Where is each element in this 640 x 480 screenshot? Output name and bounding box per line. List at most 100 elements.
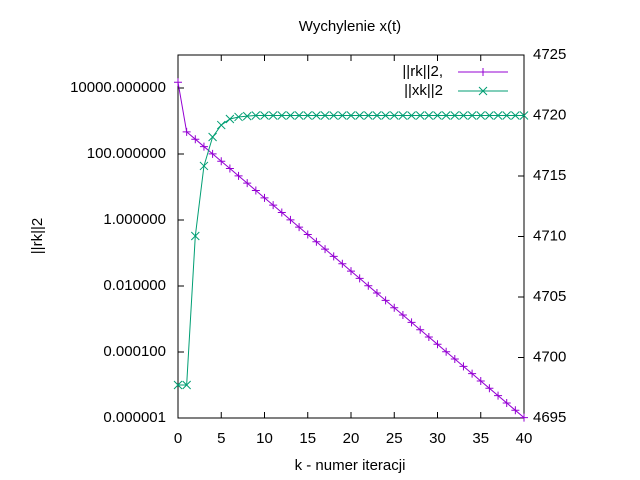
data-point xyxy=(269,201,278,210)
data-point xyxy=(260,111,269,120)
series-line xyxy=(178,115,524,386)
data-point xyxy=(286,111,295,120)
data-point xyxy=(442,347,451,356)
data-point xyxy=(234,112,243,122)
y-tick-label: 10000.000000 xyxy=(70,79,166,96)
data-point xyxy=(485,111,494,120)
x-tick-label: 30 xyxy=(429,430,446,447)
data-point xyxy=(277,208,286,217)
data-point xyxy=(312,237,321,246)
plot-frame xyxy=(177,54,525,419)
data-point xyxy=(407,111,416,120)
y2-tick-label: 4720 xyxy=(533,106,566,123)
data-point xyxy=(502,111,512,120)
data-point xyxy=(441,111,451,120)
data-point xyxy=(398,111,408,120)
data-point xyxy=(182,127,191,136)
data-point xyxy=(407,318,416,327)
y-tick-label: 1.000000 xyxy=(103,211,166,228)
data-point xyxy=(243,179,252,188)
data-point xyxy=(174,78,182,87)
legend-marker xyxy=(479,68,487,76)
data-point xyxy=(312,111,321,120)
y2-tick-label: 4705 xyxy=(533,288,566,305)
y-tick-label: 100.000000 xyxy=(87,145,166,162)
data-point xyxy=(329,111,339,120)
data-point xyxy=(511,406,520,415)
data-point xyxy=(416,325,425,334)
data-point xyxy=(294,111,304,120)
data-point xyxy=(173,380,183,390)
data-point xyxy=(234,171,243,180)
data-point xyxy=(459,111,468,120)
y2-tick-label: 4700 xyxy=(533,348,566,365)
x-tick-label: 35 xyxy=(472,430,489,447)
data-point xyxy=(208,149,217,158)
data-point xyxy=(277,111,287,120)
x-axis-label: k - numer iteracji xyxy=(295,457,406,474)
data-point xyxy=(260,193,269,202)
data-point xyxy=(251,186,260,195)
data-point xyxy=(424,333,433,342)
data-point xyxy=(199,142,208,151)
y-tick-label: 0.000001 xyxy=(103,409,166,426)
data-point xyxy=(398,311,407,320)
data-point xyxy=(242,111,252,121)
x-tick-label: 20 xyxy=(343,430,360,447)
data-point xyxy=(347,267,355,276)
data-point xyxy=(433,340,442,349)
data-point xyxy=(510,111,520,120)
data-point xyxy=(493,111,503,120)
data-point xyxy=(191,135,200,144)
series-line xyxy=(177,82,525,418)
data-point xyxy=(520,413,528,422)
y-tick-label: 0.010000 xyxy=(103,277,166,294)
data-point xyxy=(190,231,200,241)
data-point xyxy=(433,111,442,120)
data-point xyxy=(390,303,399,312)
data-point xyxy=(320,111,330,120)
data-point xyxy=(467,111,477,120)
data-point xyxy=(337,111,347,120)
data-point xyxy=(519,111,529,120)
legend-marker xyxy=(478,86,488,96)
data-point xyxy=(286,215,295,224)
data-point xyxy=(476,111,486,120)
data-point xyxy=(415,111,425,120)
data-point xyxy=(225,164,234,173)
data-point xyxy=(364,281,373,290)
data-point xyxy=(372,289,381,298)
data-point xyxy=(346,111,356,120)
chart-title: Wychylenie x(t) xyxy=(299,18,401,35)
data-point xyxy=(381,111,390,120)
data-point xyxy=(225,114,235,124)
data-point xyxy=(355,111,365,120)
data-point xyxy=(381,296,390,305)
data-point xyxy=(251,111,261,120)
y2-tick-label: 4695 xyxy=(533,409,566,426)
data-point xyxy=(476,377,485,386)
legend-label: ||rk||2, xyxy=(402,63,443,80)
data-point xyxy=(321,245,330,254)
data-point xyxy=(208,132,217,142)
data-point xyxy=(450,111,460,120)
x-tick-label: 15 xyxy=(299,430,316,447)
data-point xyxy=(216,120,226,130)
y2-tick-label: 4710 xyxy=(533,227,566,244)
x-tick-label: 0 xyxy=(174,430,182,447)
data-point xyxy=(338,259,347,268)
data-point xyxy=(468,369,477,378)
data-point xyxy=(450,354,459,363)
data-point xyxy=(182,380,192,390)
data-point xyxy=(295,223,304,232)
data-point xyxy=(268,111,278,120)
x-tick-label: 40 xyxy=(516,430,533,447)
legend-label: ||xk||2 xyxy=(404,82,443,99)
x-tick-label: 25 xyxy=(386,430,403,447)
data-point xyxy=(485,384,494,393)
data-point xyxy=(424,111,434,120)
data-point xyxy=(199,161,209,171)
data-point xyxy=(494,391,503,400)
